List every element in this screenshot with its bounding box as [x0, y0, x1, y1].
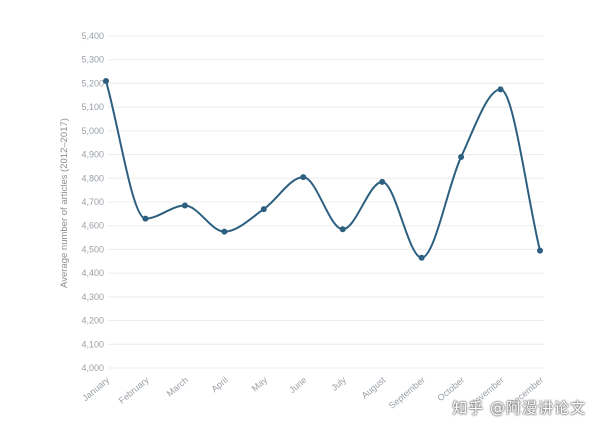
y-tick-label: 5,100	[81, 102, 104, 112]
data-point	[300, 174, 307, 181]
y-tick-label: 4,300	[81, 292, 104, 302]
x-tick-label: January	[80, 375, 111, 404]
y-tick-label: 5,200	[81, 78, 104, 88]
y-tick-label: 4,100	[81, 339, 104, 349]
y-tick-label: 4,700	[81, 197, 104, 207]
x-tick-label: February	[117, 375, 151, 406]
watermark-text: 知乎 @阿漫讲论文	[452, 399, 586, 417]
y-tick-label: 4,600	[81, 221, 104, 231]
y-tick-label: 5,000	[81, 126, 104, 136]
data-point	[260, 206, 267, 213]
data-point	[379, 178, 386, 185]
data-point	[339, 226, 346, 233]
data-point	[497, 86, 504, 93]
data-point	[418, 254, 425, 261]
data-point	[458, 153, 465, 160]
x-tick-label: April	[209, 375, 229, 394]
y-tick-label: 4,400	[81, 268, 104, 278]
y-axis-ticks: 4,000 4,100 4,200 4,300 4,400 4,500 4,600 4,700…	[81, 31, 104, 373]
data-point	[221, 228, 228, 235]
x-tick-label: March	[165, 375, 191, 399]
y-tick-label: 4,800	[81, 173, 104, 183]
data-points	[103, 78, 543, 261]
data-point	[181, 202, 188, 209]
data-point	[537, 247, 543, 254]
x-tick-label: May	[250, 375, 270, 394]
y-tick-label: 4,500	[81, 244, 104, 254]
y-tick-label: 4,200	[81, 316, 104, 326]
y-axis-label: Average number of articles (2012–2017)	[59, 118, 70, 288]
y-tick-label: 4,000	[81, 363, 104, 373]
y-tick-label: 5,300	[81, 55, 104, 65]
data-point	[142, 215, 149, 222]
x-tick-label: August	[360, 375, 388, 401]
x-tick-label: September	[387, 375, 427, 411]
gridlines	[108, 35, 544, 369]
x-tick-label: June	[287, 375, 308, 395]
data-point	[103, 78, 109, 85]
x-tick-label: July	[329, 375, 348, 393]
y-tick-label: 4,900	[81, 150, 104, 160]
y-tick-label: 5,400	[81, 31, 104, 41]
